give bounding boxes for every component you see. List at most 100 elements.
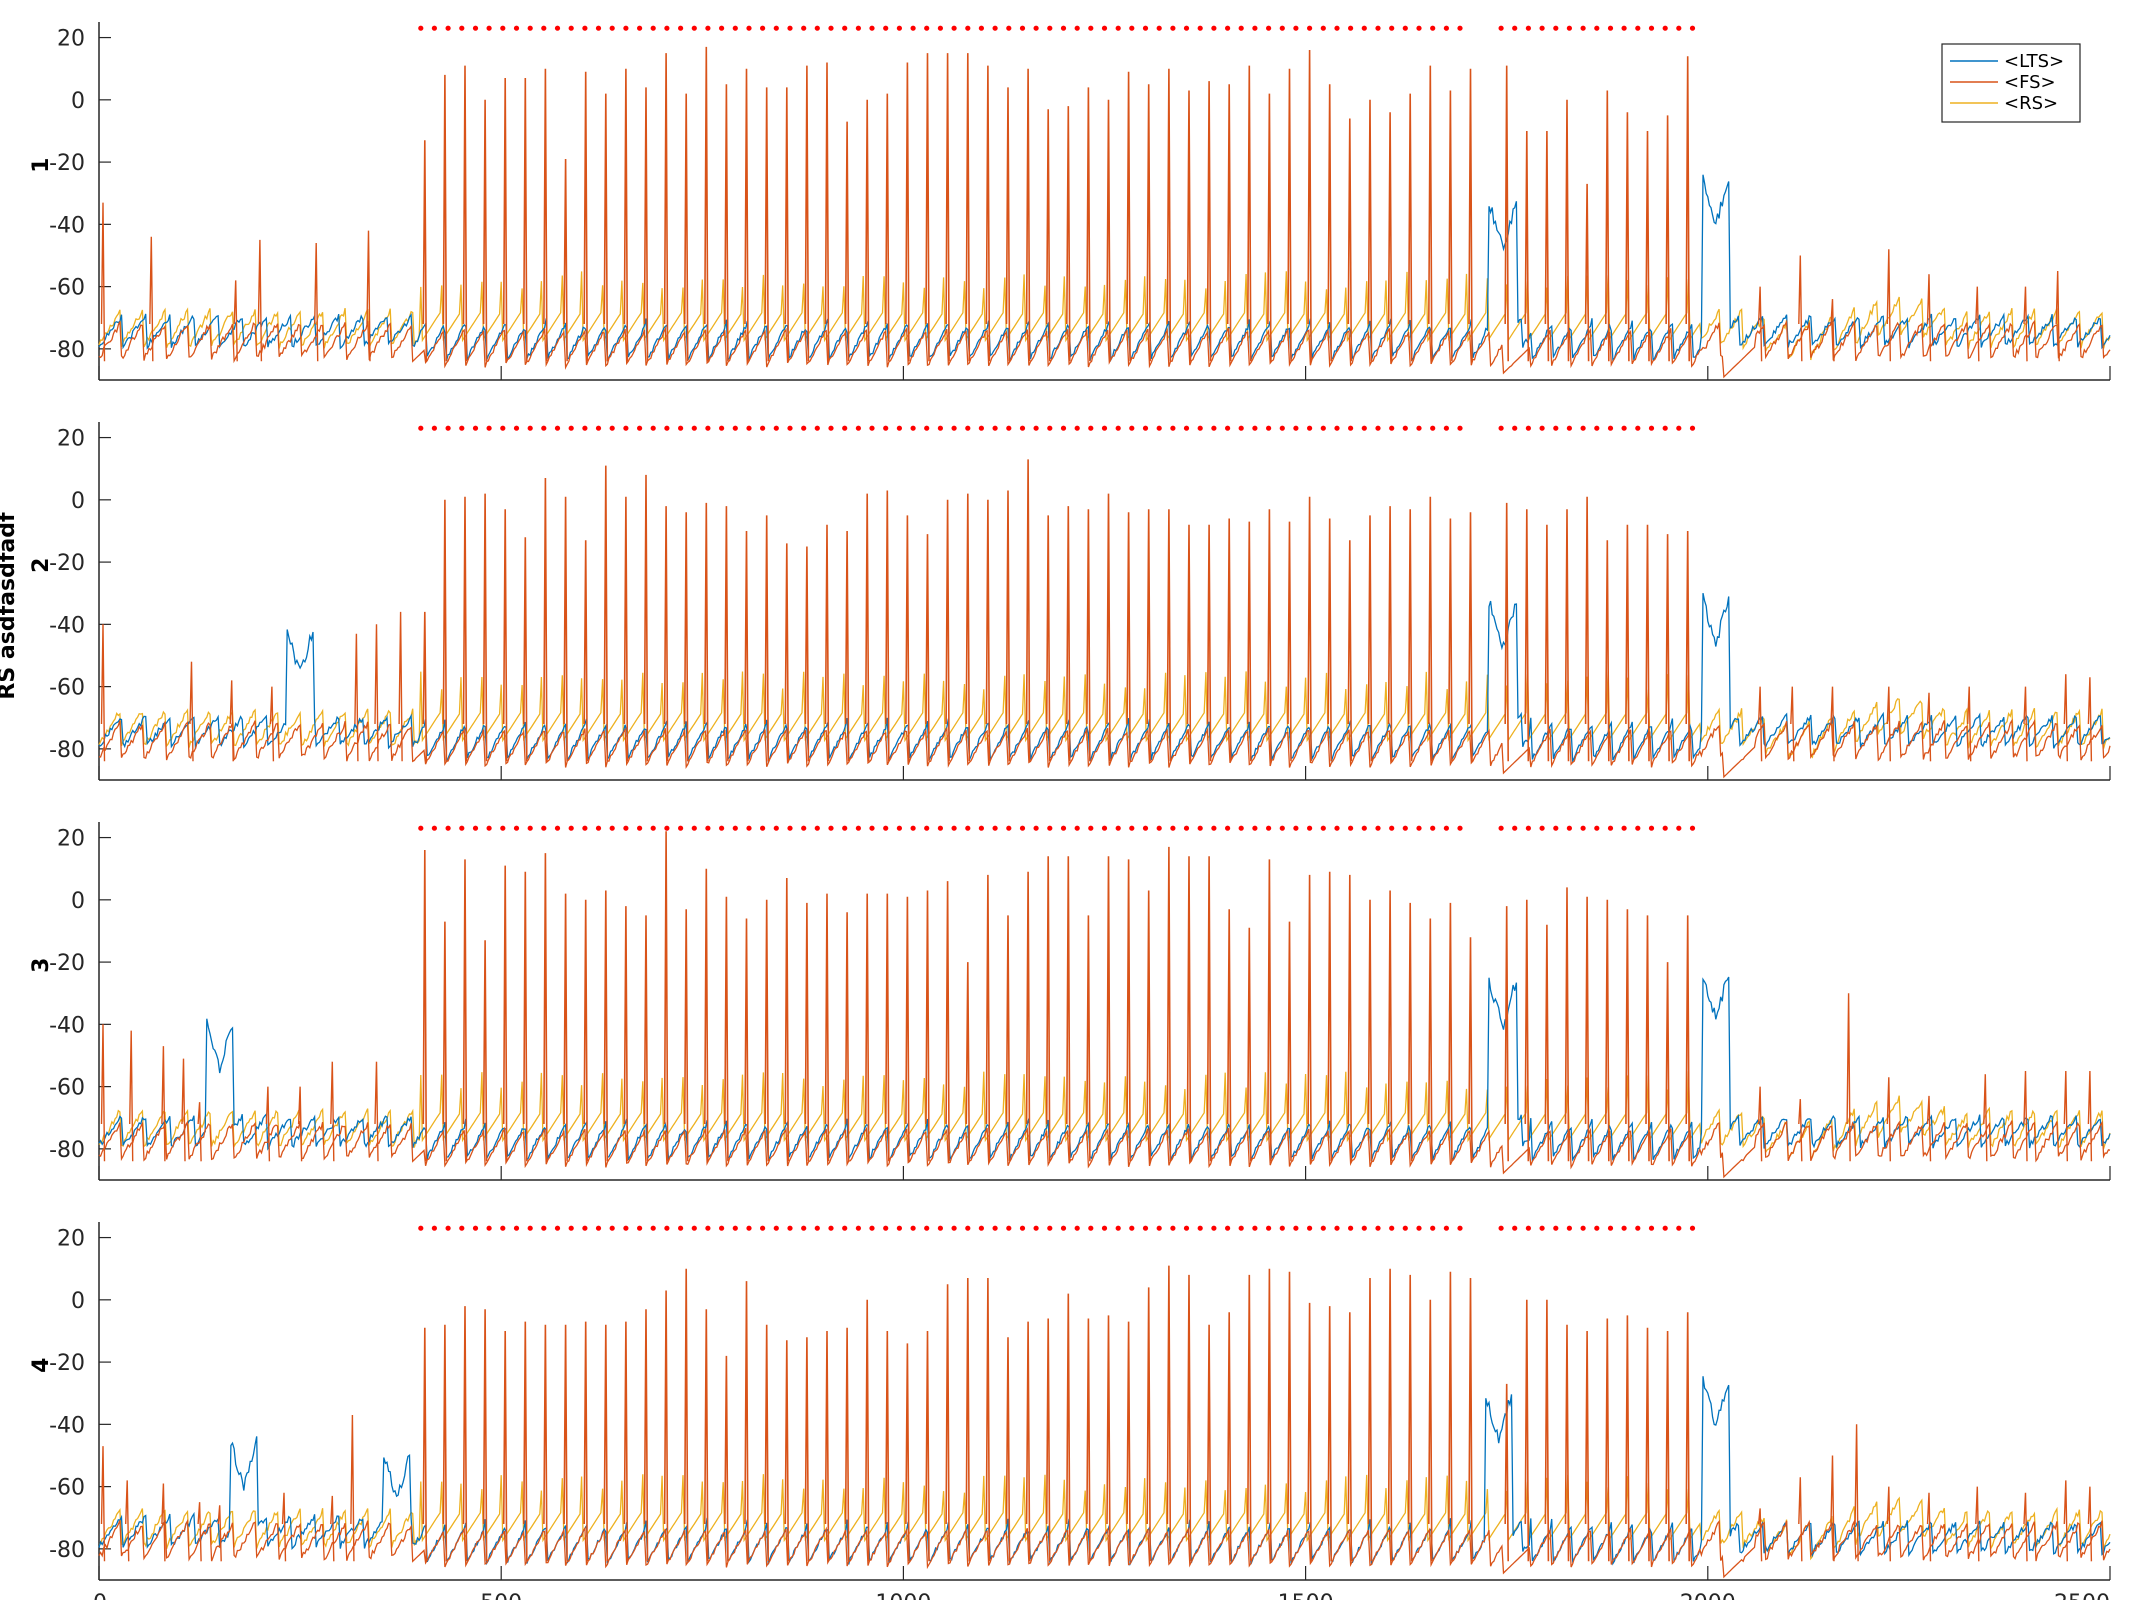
- spike-marker-dot: [1621, 825, 1627, 831]
- spike-marker-dot: [678, 1225, 684, 1231]
- spike-marker-dot: [760, 25, 766, 31]
- spike-marker-dot: [1033, 425, 1039, 431]
- spike-marker-dot: [1074, 1225, 1080, 1231]
- spike-marker-dot: [773, 25, 779, 31]
- fs-spikes: [422, 1265, 1690, 1562]
- spike-marker-dot: [1115, 425, 1121, 431]
- spike-marker-dot: [582, 425, 588, 431]
- spike-marker-dot: [1430, 825, 1436, 831]
- fs-spikes: [422, 46, 1690, 362]
- spike-marker-dot: [568, 1225, 574, 1231]
- spike-marker-dot: [1430, 25, 1436, 31]
- spike-marker-dot: [472, 25, 479, 31]
- spike-marker-dot: [1457, 25, 1463, 31]
- spike-marker-dot: [842, 425, 848, 431]
- spike-marker-dot: [1389, 1225, 1395, 1231]
- spike-marker-dot: [1320, 1225, 1326, 1231]
- series-line-lts: [98, 976, 2111, 1163]
- spike-marker-dot: [869, 425, 875, 431]
- spike-marker-dot: [1621, 25, 1627, 31]
- spike-marker-dot: [1416, 425, 1422, 431]
- spike-marker-dot: [431, 825, 437, 831]
- spike-marker-dot: [1635, 25, 1641, 31]
- y-tick-label: -20: [49, 951, 85, 976]
- spike-marker-dot: [486, 1225, 492, 1231]
- spike-marker-dot: [1279, 1225, 1285, 1231]
- spike-marker-dot: [1183, 25, 1190, 31]
- x-tick-label: 1500: [1278, 1591, 1334, 1600]
- spike-marker-dot: [1621, 1225, 1627, 1231]
- spike-marker-dot: [1689, 1225, 1696, 1231]
- legend-box: [1941, 43, 2081, 123]
- y-tick-label: -60: [49, 276, 85, 301]
- spike-marker-dot: [1074, 425, 1080, 431]
- spike-marker-dot: [869, 25, 875, 31]
- spike-marker-dot: [1006, 425, 1012, 431]
- spike-marker-dot: [1129, 25, 1135, 31]
- spike-marker-dot: [937, 25, 944, 31]
- spike-marker-dot: [910, 1225, 916, 1231]
- series-line-rs: [98, 271, 2111, 361]
- spike-marker-dot: [705, 425, 711, 431]
- spike-marker-dot: [1183, 425, 1190, 431]
- spike-marker-dot: [1211, 825, 1217, 831]
- y-tick-label: -20: [49, 551, 85, 576]
- spike-marker-dot: [691, 25, 697, 31]
- y-tick-label: -60: [49, 1076, 85, 1101]
- spike-marker-dot: [801, 825, 807, 831]
- spike-marker-dot: [978, 25, 985, 31]
- spike-marker-dot: [609, 1225, 615, 1231]
- spike-marker-dot: [637, 825, 643, 831]
- panel-3: 20 0 -20 -40 -60 -80 3: [29, 822, 2111, 1181]
- spike-marker-dot: [623, 1225, 629, 1231]
- spike-marker-dot: [486, 25, 492, 31]
- y-tick-label: -80: [49, 1138, 85, 1163]
- spike-marker-dot: [418, 825, 424, 831]
- spike-marker-dot: [746, 1225, 752, 1231]
- spike-marker-dot: [1580, 25, 1586, 31]
- spike-marker-dot: [1060, 1225, 1067, 1231]
- spike-marker-dot: [1006, 1225, 1012, 1231]
- spike-marker-dot: [1512, 425, 1518, 431]
- spike-marker-dot: [1320, 825, 1326, 831]
- spike-marker-dot: [1047, 25, 1053, 31]
- spike-marker-dot: [1156, 425, 1162, 431]
- spike-marker-dot: [1553, 425, 1559, 431]
- spike-marker-dot: [1389, 25, 1395, 31]
- spike-marker-dot: [1238, 25, 1244, 31]
- spike-marker-dot: [595, 1225, 602, 1231]
- spike-marker-dot: [541, 425, 547, 431]
- y-tick-label: 20: [57, 427, 85, 452]
- spike-marker-dot: [554, 825, 561, 831]
- spike-marker-dot: [1156, 1225, 1162, 1231]
- spike-marker-dot: [1566, 825, 1572, 831]
- y-tick-label: 0: [71, 489, 85, 514]
- spike-marker-dot: [773, 1225, 779, 1231]
- spike-marker-dot: [1266, 1225, 1272, 1231]
- y-tick-label: 20: [57, 27, 85, 52]
- spike-marker-dot: [1019, 825, 1026, 831]
- spike-marker-dot: [814, 825, 820, 831]
- spike-marker-dot: [1225, 425, 1231, 431]
- y-tick-label: -80: [49, 738, 85, 763]
- series-line-rs: [98, 671, 2111, 759]
- spike-marker-dot: [1348, 425, 1354, 431]
- spike-marker-dot: [883, 825, 889, 831]
- spike-marker-dot: [1060, 425, 1067, 431]
- spike-marker-dot: [1115, 25, 1121, 31]
- spike-marker-dot: [1197, 825, 1203, 831]
- spike-marker-dot: [1676, 425, 1682, 431]
- spike-marker-dot: [1307, 25, 1313, 31]
- spike-marker-dot: [418, 1225, 424, 1231]
- spike-marker-dot: [1607, 825, 1614, 831]
- spike-marker-dot: [869, 825, 875, 831]
- spike-marker-dot: [691, 825, 697, 831]
- fs-peaks: [100, 1414, 2093, 1562]
- spike-marker-dot: [1430, 1225, 1436, 1231]
- spike-marker-dot: [1512, 1225, 1518, 1231]
- shared-ylabel: RS asdfasdfadf: [0, 512, 20, 700]
- spike-marker-dot: [609, 25, 615, 31]
- spike-marker-dot: [1088, 25, 1094, 31]
- spike-marker-dot: [1334, 25, 1340, 31]
